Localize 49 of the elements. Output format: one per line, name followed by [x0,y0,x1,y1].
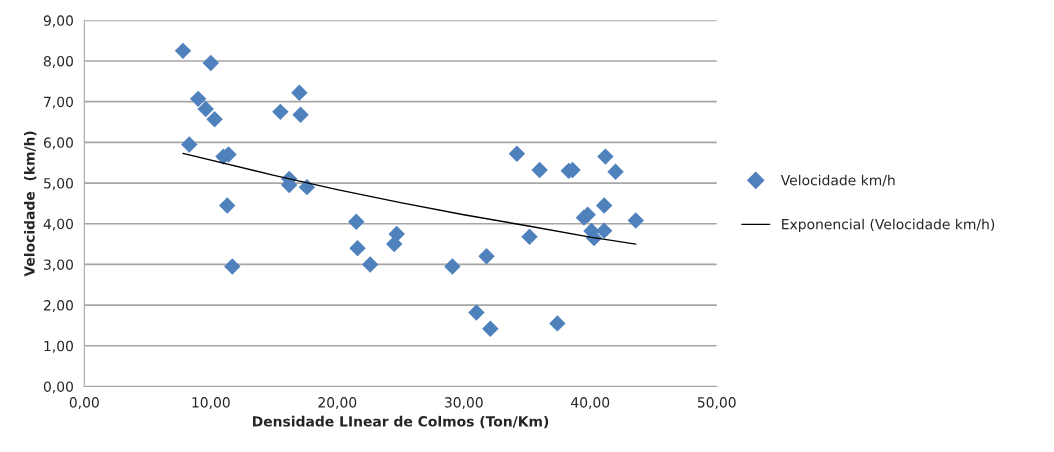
point [206,110,223,128]
point [349,239,366,257]
x-tick-label: 10,00 [192,397,230,410]
point [272,103,289,121]
point [292,106,309,123]
point [388,225,405,243]
point [627,212,644,229]
x-tick-label: 40,00 [571,397,610,410]
point [521,228,538,245]
point [508,145,526,162]
y-axis-title: Velocidade (km/h) [23,131,37,277]
y-tick-label: 7,00 [44,96,73,109]
point [607,163,624,180]
y-tick-label: 8,00 [43,55,73,68]
point [549,315,566,332]
point [597,148,614,165]
y-tick-label: 1,00 [44,340,73,353]
y-tick-label: 5,00 [44,178,73,190]
y-tick-label: 2,00 [44,300,73,312]
point [197,100,214,118]
point [219,197,236,214]
x-axis-title: Densidade LInear de Colmos (Ton/Km) [252,415,549,429]
y-tick-label: 4,00 [43,218,73,231]
point [468,304,485,321]
y-tick-label: 6,00 [43,137,73,150]
legend-label: Exponencial (Velocidade km/h) [782,218,995,233]
point [482,320,499,337]
point [595,222,613,239]
x-tick-label: 20,00 [318,397,357,410]
x-tick-label: 30,00 [444,397,483,410]
point [478,248,495,265]
x-tick-label: 0,00 [69,397,99,410]
legend-label: Velocidade km/h [780,174,895,187]
point [444,258,461,275]
point [298,178,316,196]
point [291,84,308,101]
y-tick-label: 0,00 [43,381,73,394]
point [181,136,198,153]
point [189,90,207,108]
x-tick-label: 50,00 [697,397,736,410]
point [224,258,241,275]
point [202,54,220,72]
point [531,161,548,179]
y-tick-label: 3,00 [44,259,73,272]
point [361,256,379,273]
point [595,197,613,214]
point [348,213,365,230]
point [174,42,192,60]
y-tick-label: 9,00 [43,15,73,28]
